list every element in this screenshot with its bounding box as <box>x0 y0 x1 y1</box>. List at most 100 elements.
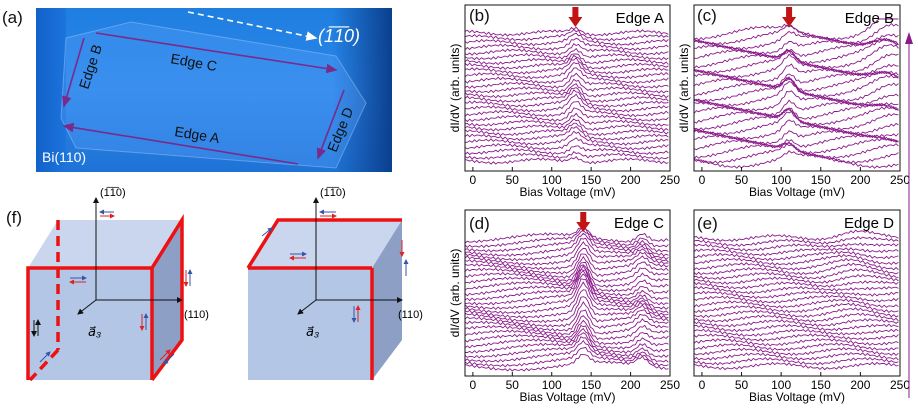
series-line-d-14 <box>464 278 669 311</box>
series-line-b-17 <box>464 67 669 85</box>
edge-b-arrow <box>62 37 85 108</box>
series-line-e-7 <box>693 328 899 337</box>
tick-label-c-200: 200 <box>850 173 870 187</box>
series-line-e-26 <box>693 235 899 248</box>
series-line-e-21 <box>693 257 899 271</box>
series-line-c-9 <box>693 106 899 127</box>
chart-c: 0 50 100 150 200 250 Bias Voltage (mV) dI/dV (a… <box>677 4 910 199</box>
edge-overlay: Edge C Edge B Edge A Edge D (1̅1̅0) Bi(1… <box>42 11 367 169</box>
series-line-d-26 <box>464 232 669 258</box>
series-line-d-23 <box>464 247 669 271</box>
series-line-d-0 <box>464 353 669 372</box>
series-line-d-1 <box>464 346 669 368</box>
tick-label-c-0: 0 <box>699 173 706 187</box>
plot-frame-e <box>693 209 901 377</box>
tick-label-b-100: 100 <box>542 173 562 187</box>
series-line-d-29 <box>464 225 669 244</box>
panel-label-f: (f) <box>6 208 23 227</box>
tick-label-e-0: 0 <box>699 378 706 392</box>
series-line-e-11 <box>693 307 899 319</box>
tick-label-c-100: 100 <box>771 173 791 187</box>
series-line-d-7 <box>464 319 669 341</box>
series-line-e-25 <box>693 242 899 252</box>
series-line-e-20 <box>693 262 899 276</box>
cube2-axis-right: (110) <box>398 309 423 321</box>
series-line-b-16 <box>464 72 669 89</box>
tick-label-e-200: 200 <box>850 378 870 392</box>
peak-marker-d <box>576 212 591 232</box>
series-line-b-7 <box>464 118 669 132</box>
series-line-c-15 <box>693 74 899 98</box>
series-line-d-4 <box>465 332 669 354</box>
series-line-b-8 <box>464 112 669 127</box>
series-line-b-22 <box>464 47 669 61</box>
series-line-d-8 <box>464 315 669 336</box>
series-line-e-4 <box>693 342 899 352</box>
series-line-d-17 <box>464 269 669 297</box>
edge-c-label: Edge C <box>169 50 218 74</box>
series-line-c-25 <box>693 30 899 51</box>
stm-image <box>36 8 392 172</box>
series-line-d-18 <box>464 265 669 293</box>
tick-label-b-200: 200 <box>621 173 641 187</box>
edge-d-arrow <box>316 89 345 160</box>
series-line-e-2 <box>693 352 899 361</box>
panel-label-a: (a) <box>2 8 23 27</box>
chart-d: 0 50 100 150 200 250 Bias Voltage (mV) dI/dV (a… <box>448 209 680 404</box>
series-line-c-21 <box>693 44 899 70</box>
series-line-e-5 <box>693 337 899 347</box>
series-line-d-20 <box>464 261 669 283</box>
panel-label-d: (d) <box>469 214 490 233</box>
series-line-e-10 <box>693 312 899 323</box>
tick-label-e-150: 150 <box>811 378 831 392</box>
tick-label-e-250: 250 <box>890 378 910 392</box>
tick-label-d-100: 100 <box>542 378 562 392</box>
series-line-c-0 <box>693 150 899 169</box>
series-line-e-19 <box>693 267 899 281</box>
series-line-b-20 <box>464 54 669 70</box>
cube1-axis-up: (1̅1̅0) <box>100 187 126 199</box>
series-line-b-10 <box>464 101 669 118</box>
series-line-c-8 <box>693 107 899 131</box>
panel-label-e: (e) <box>697 214 718 233</box>
cube2-axis-diag: a⃗₃ <box>306 324 319 339</box>
tick-label-c-50: 50 <box>735 173 749 187</box>
series-line-e-1 <box>693 356 899 366</box>
series-line-e-9 <box>693 318 899 328</box>
edge-c-arrow <box>95 32 338 74</box>
series-line-e-24 <box>693 247 899 257</box>
plot-frame-b <box>464 4 671 172</box>
series-line-d-6 <box>464 324 669 346</box>
chart-title-b: Edge A <box>616 10 664 27</box>
series-line-c-19 <box>693 53 899 79</box>
series-line-b-21 <box>464 53 669 66</box>
panel-label-b: (b) <box>469 6 490 25</box>
y-axis-label-c: dI/dV (arb. units) <box>677 44 691 133</box>
x-axis-label-b: Bias Voltage (mV) <box>519 185 615 199</box>
tick-label-d-250: 250 <box>660 378 680 392</box>
series-line-e-8 <box>693 323 899 333</box>
substrate-label: Bi(110) <box>42 149 86 165</box>
series-line-d-10 <box>464 301 669 328</box>
series-line-d-28 <box>464 227 669 249</box>
series-line-e-13 <box>693 298 899 309</box>
series-line-b-12 <box>464 89 669 108</box>
cube2-axis-up: (1̅1̅0) <box>320 187 346 199</box>
series-line-c-6 <box>693 119 899 141</box>
edge-a-arrow <box>62 122 299 165</box>
series-line-b-23 <box>464 43 669 56</box>
series-line-b-13 <box>464 87 669 104</box>
series-line-e-3 <box>693 346 899 357</box>
series-line-d-13 <box>464 281 669 315</box>
series-line-e-0 <box>693 361 899 371</box>
series-line-b-1 <box>464 151 669 160</box>
series-line-b-18 <box>464 61 669 80</box>
series-line-d-27 <box>464 229 669 253</box>
tick-label-b-250: 250 <box>660 173 680 187</box>
tick-label-c-250: 250 <box>890 173 910 187</box>
series-line-b-0 <box>464 156 669 165</box>
series-line-b-3 <box>464 137 669 151</box>
series-line-b-5 <box>464 126 669 142</box>
panel-label-c: (c) <box>697 6 717 25</box>
series-line-b-9 <box>464 107 669 123</box>
